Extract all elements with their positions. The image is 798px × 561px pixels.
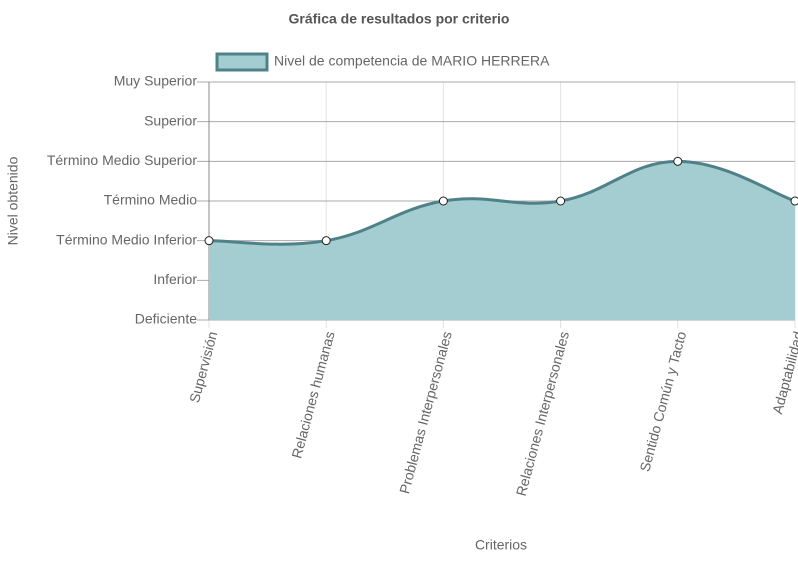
x-tick-label: Adaptabilidad xyxy=(769,330,798,416)
point xyxy=(556,196,566,206)
y-tick-label: Superior xyxy=(144,112,197,128)
y-tick-label: Inferior xyxy=(153,271,197,287)
x-tick-label: Relaciones Interpersonales xyxy=(513,330,572,498)
x-tick-label: Problemas Interpersonales xyxy=(396,330,455,496)
legend-swatch xyxy=(215,52,269,72)
legend-label: Nivel de competencia de MARIO HERRERA xyxy=(274,53,550,69)
y-axis-title: Nivel obtenido xyxy=(5,156,21,245)
x-tick-label: Supervisión xyxy=(186,330,220,405)
y-tick-label: Deficiente xyxy=(135,311,197,327)
y-tick-label: Muy Superior xyxy=(114,73,198,89)
point xyxy=(790,196,798,206)
line xyxy=(208,159,796,246)
y-tick-label: Término Medio xyxy=(104,192,198,208)
point xyxy=(438,196,448,206)
x-tick-label: Relaciones humanas xyxy=(288,330,337,460)
y-tick-label: Término Medio Inferior xyxy=(56,231,197,247)
x-axis-title: Criterios xyxy=(475,537,527,553)
point xyxy=(204,236,214,246)
area-fill xyxy=(209,161,795,320)
x-tick-label: Sentido Común y Tacto xyxy=(636,329,689,473)
point xyxy=(673,156,683,166)
chart-title: Gráfica de resultados por criterio xyxy=(289,11,510,27)
point xyxy=(321,236,331,246)
y-tick-label: Término Medio Superior xyxy=(47,152,198,168)
